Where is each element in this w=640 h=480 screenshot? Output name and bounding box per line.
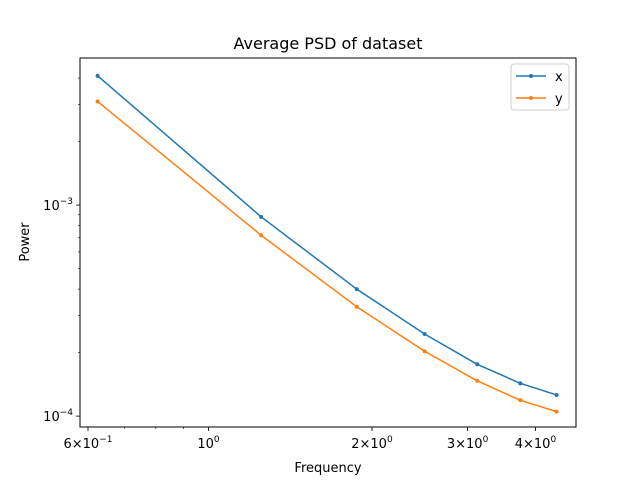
- data-point-x-0: [95, 73, 100, 78]
- x-tick-label-4: 4×100: [515, 435, 557, 452]
- data-point-y-1: [259, 233, 264, 238]
- y-tick-label-0: 10−4: [43, 408, 73, 425]
- data-point-x-2: [354, 287, 359, 292]
- y-tick-label-1: 10−3: [43, 197, 73, 214]
- plot-area: [80, 58, 576, 427]
- data-point-x-4: [475, 362, 480, 367]
- x-tick-label-1: 100: [197, 435, 220, 452]
- legend: x y: [510, 63, 570, 111]
- plot-frame: [79, 57, 577, 428]
- data-point-y-6: [554, 409, 559, 414]
- data-point-y-5: [518, 398, 523, 403]
- data-point-y-2: [354, 304, 359, 309]
- series-layer: [95, 73, 559, 414]
- x-tick-label-0: 6×10−1: [63, 435, 112, 452]
- y-axis-label: Power: [18, 222, 33, 262]
- x-axis-ticks: 6×10−1 100 2×100 3×100 4×100: [63, 427, 556, 452]
- x-tick-label-2: 2×100: [351, 435, 393, 452]
- data-point-y-0: [95, 99, 100, 104]
- data-point-x-6: [554, 392, 559, 397]
- legend-marker-x: [529, 74, 533, 78]
- data-point-x-1: [259, 214, 264, 219]
- data-point-x-5: [518, 381, 523, 386]
- chart-title: Average PSD of dataset: [234, 34, 423, 53]
- x-tick-label-3: 3×100: [447, 435, 489, 452]
- legend-marker-y: [529, 96, 533, 100]
- legend-label-y: y: [555, 92, 563, 107]
- data-point-y-4: [475, 378, 480, 383]
- data-point-x-3: [422, 332, 427, 336]
- data-point-y-3: [422, 349, 427, 354]
- y-axis-ticks: 10−4 10−3: [43, 77, 80, 425]
- x-axis-label: Frequency: [294, 461, 361, 476]
- legend-label-x: x: [555, 70, 563, 85]
